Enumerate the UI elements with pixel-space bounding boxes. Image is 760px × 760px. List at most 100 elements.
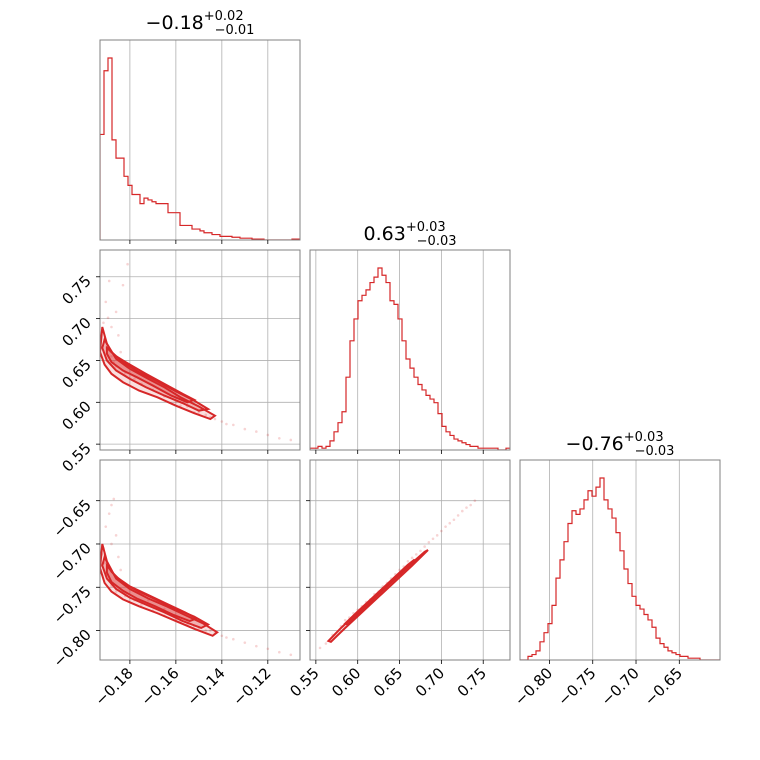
scatter-point-p2_vs_p1-1	[324, 642, 328, 645]
tick-label-y-p2-2: −0.70	[50, 539, 95, 584]
scatter-point-p1_vs_p0-8	[107, 279, 111, 283]
panel-frame-1-1	[309, 249, 511, 451]
scatter-point-p2_vs_p0-38	[225, 636, 228, 639]
scatter-point-p2_vs_p1-19	[473, 499, 477, 502]
scatter-point-p1_vs_p0-12	[133, 377, 136, 381]
scatter-point-p2_vs_p0-24	[266, 647, 270, 651]
tick-label-x-p0-1: −0.16	[137, 664, 182, 709]
scatter-point-p2_vs_p0-20	[220, 634, 224, 638]
scatter-point-p2_vs_p0-6	[104, 525, 108, 528]
histogram-p2	[520, 477, 720, 660]
scatter-point-p2_vs_p0-18	[204, 629, 208, 632]
scatter-point-p1_vs_p0-24	[255, 430, 258, 433]
scatter-point-p1_vs_p0-39	[225, 422, 228, 426]
scatter-point-p2_vs_p1-18	[465, 506, 468, 509]
panel-2-1: 0.55 0.60 0.65 0.70 0.75	[286, 459, 511, 700]
tick-label-y-p2-0: −0.80	[50, 626, 95, 671]
scatter-point-p2_vs_p1-30	[427, 540, 431, 544]
panel-frame-2-1	[309, 459, 511, 661]
panel-1-1	[309, 249, 511, 454]
scatter-point-p2_vs_p0-30	[110, 542, 113, 546]
tick-label-y-p1-2: 0.65	[58, 356, 94, 392]
scatter-point-p2_vs_p1-29	[419, 549, 422, 553]
tick-label-x-p2-2: −0.70	[598, 664, 643, 709]
panel-frame-0-0	[99, 39, 301, 241]
scatter-point-p2_vs_p0-31	[114, 534, 118, 537]
panels: 0.550.600.650.700.75−0.18 −0.16 −0.14 −0.12…	[50, 39, 721, 709]
scatter-point-p1_vs_p0-4	[110, 354, 113, 358]
tick-label-x-p1-1: 0.60	[328, 664, 364, 700]
title-0-plus: +0.02	[204, 9, 244, 24]
tick-label-y-p2-3: −0.65	[50, 496, 95, 541]
panel-content-0-0	[100, 57, 300, 240]
scatter-point-p1_vs_p0-27	[289, 438, 293, 442]
title-param-1: 0.63+0.03 −0.03	[364, 220, 457, 249]
scatter-point-p2_vs_p1-31	[435, 534, 439, 537]
tick-label-x-p1-2: 0.65	[370, 664, 406, 700]
scatter-point-p2_vs_p0-28	[119, 568, 122, 572]
scatter-point-p2_vs_p0-37	[209, 629, 212, 632]
title-1-plus: +0.03	[406, 220, 446, 235]
scatter-point-p2_vs_p1-11	[406, 560, 410, 563]
title-param-0: −0.18+0.02 −0.01	[146, 9, 255, 38]
panel-content-1-0	[100, 262, 293, 442]
scatter-point-p1_vs_p0-3	[106, 316, 110, 320]
tick-label-x-p0-0: −0.18	[91, 664, 136, 709]
scatter-point-p1_vs_p0-9	[121, 283, 125, 287]
panel-content-1-1	[310, 267, 510, 450]
title-1-minus: −0.03	[417, 234, 457, 249]
panel-frame-2-2	[519, 459, 721, 661]
panel-frame-1-0	[99, 249, 301, 451]
scatter-point-p2_vs_p1-13	[423, 545, 426, 548]
title-1-median: 0.63	[364, 223, 406, 245]
scatter-point-p1_vs_p0-20	[213, 417, 217, 421]
scatter-point-p2_vs_p0-21	[232, 637, 235, 641]
scatter-point-p1_vs_p0-28	[117, 334, 120, 337]
scatter-point-p1_vs_p0-29	[119, 350, 122, 354]
scatter-point-p2_vs_p0-26	[289, 653, 293, 657]
contour-p2_vs_p1-2	[357, 571, 402, 615]
scatter-point-p2_vs_p1-20	[343, 618, 347, 622]
contour-p1_vs_p0-1	[101, 336, 211, 412]
scatter-point-p1_vs_p0-25	[266, 433, 270, 437]
scatter-point-p2_vs_p0-27	[117, 555, 120, 559]
tick-label-x-p0-3: −0.12	[229, 664, 274, 709]
scatter-point-p2_vs_p1-35	[469, 503, 472, 507]
panel-2-2: −0.80−0.75−0.70−0.65	[511, 459, 721, 709]
panel-frame-2-0	[99, 459, 301, 661]
scatter-point-p1_vs_p0-22	[232, 423, 235, 427]
scatter-point-p2_vs_p1-14	[431, 537, 435, 541]
scatter-point-p1_vs_p0-18	[197, 411, 201, 414]
scatter-point-p2_vs_p0-5	[114, 590, 118, 593]
tick-label-y-p1-4: 0.75	[58, 272, 94, 308]
scatter-point-p2_vs_p1-28	[410, 556, 414, 560]
title-2-minus: −0.03	[635, 444, 675, 459]
tick-label-x-p0-2: −0.14	[183, 664, 228, 709]
scatter-point-p1_vs_p0-32	[114, 310, 118, 314]
panel-1-0: 0.55 0.60 0.65 0.70 0.75	[58, 249, 301, 476]
histogram-p1	[310, 267, 510, 450]
scatter-point-p2_vs_p1-17	[456, 514, 460, 517]
tick-label-y-p2-1: −0.75	[50, 582, 95, 627]
panel-content-2-2	[520, 477, 720, 660]
scatter-point-p2_vs_p1-0	[318, 646, 322, 650]
title-2-plus: +0.03	[624, 430, 664, 445]
scatter-point-p2_vs_p1-16	[448, 521, 452, 525]
scatter-point-p1_vs_p0-19	[204, 413, 208, 417]
scatter-point-p1_vs_p0-10	[126, 262, 129, 266]
title-0-median: −0.18	[146, 12, 204, 34]
tick-label-x-p1-4: 0.75	[454, 664, 490, 700]
contour-p1_vs_p0-2	[105, 345, 197, 404]
panel-content-2-1	[318, 499, 477, 650]
tick-label-y-p1-3: 0.70	[58, 314, 94, 350]
scatter-point-p1_vs_p0-26	[278, 436, 281, 440]
scatter-point-p2_vs_p0-25	[278, 650, 281, 654]
title-2-median: −0.76	[566, 433, 624, 455]
scatter-point-p2_vs_p1-12	[414, 553, 418, 556]
tick-label-x-p2-1: −0.75	[554, 664, 599, 709]
scatter-point-p2_vs_p1-34	[461, 509, 464, 513]
tick-label-x-p2-0: −0.80	[511, 664, 556, 709]
tick-label-x-p1-0: 0.55	[286, 664, 322, 700]
panel-0-0	[99, 39, 301, 244]
